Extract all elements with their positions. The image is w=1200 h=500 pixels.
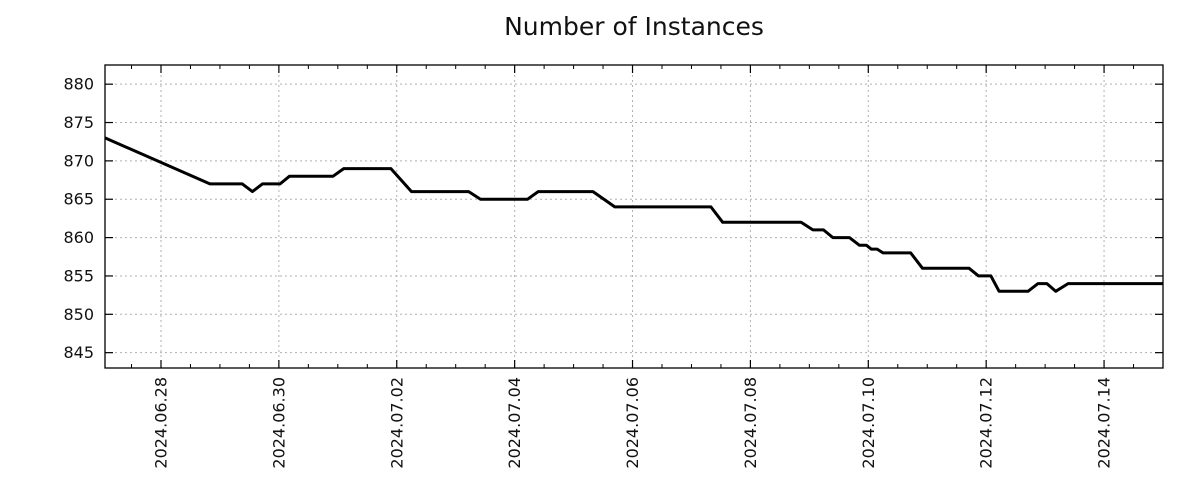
y-tick-label: 875 [63,113,94,132]
x-tick-label: 2024.07.12 [977,377,996,469]
y-tick-label: 860 [63,228,94,247]
x-tick-label: 2024.07.10 [859,377,878,469]
y-tick-label: 865 [63,190,94,209]
x-tick-label: 2024.07.14 [1095,377,1114,469]
plot-frame [104,64,1164,369]
x-tick-label: 2024.07.04 [505,377,524,469]
x-tick-label: 2024.07.06 [623,377,642,469]
x-tick-label: 2024.07.02 [387,377,406,469]
y-tick-label: 855 [63,266,94,285]
y-tick-label: 845 [63,343,94,362]
y-tick-label: 870 [63,151,94,170]
x-tick-label: 2024.07.08 [741,377,760,469]
x-tick-label: 2024.06.28 [151,377,170,469]
y-tick-label: 850 [63,305,94,324]
y-tick-label: 880 [63,75,94,94]
chart-title: Number of Instances [504,12,764,41]
data-series-line [104,136,1163,293]
x-tick-label: 2024.06.30 [269,377,288,469]
